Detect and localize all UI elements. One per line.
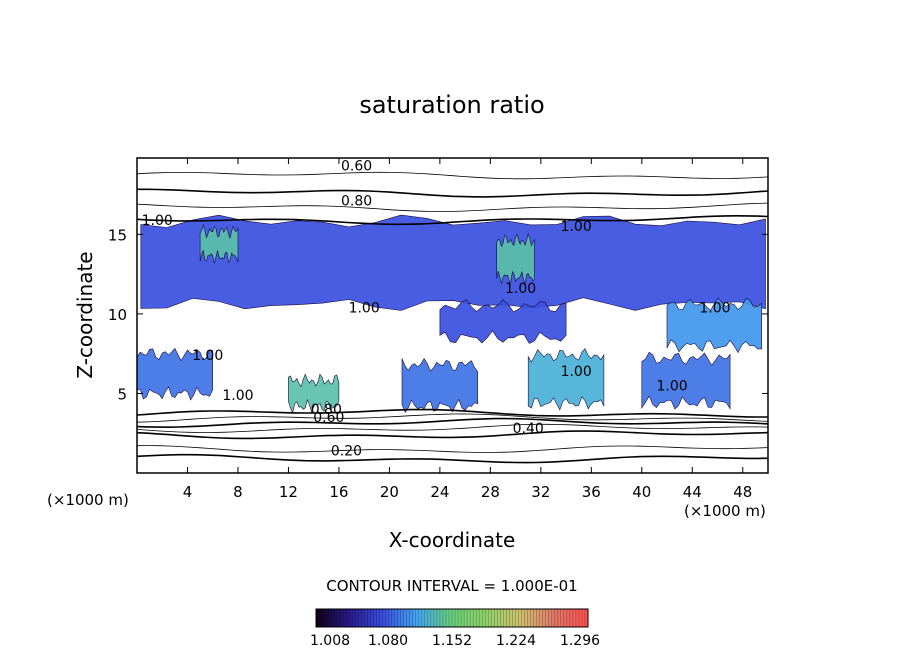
y-axis-ticks: 5 10 15 bbox=[108, 226, 768, 403]
x-unit-right: (×1000 m) bbox=[684, 502, 766, 520]
isoline bbox=[137, 202, 768, 212]
x-tick-label: 48 bbox=[733, 483, 752, 501]
contour-lines bbox=[137, 171, 768, 464]
x-tick-label: 8 bbox=[233, 483, 243, 501]
supersaturated-region bbox=[641, 351, 731, 410]
colorbar-tick-label: 1.296 bbox=[560, 633, 600, 649]
x-tick-label: 36 bbox=[582, 483, 601, 501]
supersaturated-region bbox=[288, 373, 340, 414]
contour-label: 0.40 bbox=[513, 421, 544, 437]
contour-labels: 0.600.801.00 1.001.001.00 1.001.001.001.00… bbox=[142, 159, 731, 460]
isoline bbox=[137, 188, 768, 198]
isoline bbox=[137, 413, 768, 423]
colorbar-tick-label: 1.080 bbox=[368, 633, 408, 649]
x-tick-label: 40 bbox=[632, 483, 651, 501]
plot-area bbox=[137, 171, 768, 464]
supersaturated-region bbox=[137, 347, 213, 401]
y-axis-label: Z-coordinate bbox=[73, 251, 97, 378]
supersaturated-region bbox=[496, 232, 535, 285]
x-tick-label: 32 bbox=[531, 483, 550, 501]
isoline bbox=[137, 417, 768, 429]
contour-label: 0.60 bbox=[341, 159, 372, 175]
contour-label: 1.00 bbox=[699, 300, 730, 316]
contour-label: 1.00 bbox=[657, 378, 688, 394]
colorbar-fill bbox=[315, 608, 589, 628]
contour-label: 0.80 bbox=[341, 194, 372, 210]
supersaturated-region bbox=[140, 214, 766, 311]
x-axis-ticks: 4 8 12 16 20 24 28 32 36 40 44 48 bbox=[183, 158, 752, 501]
isoline bbox=[137, 445, 768, 453]
x-tick-label: 20 bbox=[380, 483, 399, 501]
isoline bbox=[137, 408, 768, 418]
colorbar-stripes bbox=[318, 609, 586, 627]
y-tick-label: 15 bbox=[108, 226, 127, 244]
supersaturated-region bbox=[401, 358, 478, 414]
supersaturated-region bbox=[666, 297, 762, 354]
isoline bbox=[137, 171, 768, 180]
contour-label: 0.20 bbox=[331, 444, 362, 460]
contour-label: 0.60 bbox=[313, 410, 344, 426]
colorbar-tick-label: 1.008 bbox=[310, 633, 350, 649]
colorbar-tick-label: 1.152 bbox=[432, 633, 472, 649]
contour-label: 1.00 bbox=[192, 348, 223, 364]
colorbar-tick-label: 1.224 bbox=[496, 633, 536, 649]
x-tick-label: 12 bbox=[279, 483, 298, 501]
contour-label: 1.00 bbox=[561, 364, 592, 380]
colorbar-ticks: 1.008 1.080 1.152 1.224 1.296 bbox=[310, 633, 600, 649]
isoline bbox=[137, 430, 768, 440]
contour-label: 1.00 bbox=[561, 219, 592, 235]
y-tick-label: 10 bbox=[108, 306, 127, 324]
colorbar: 1.008 1.080 1.152 1.224 1.296 bbox=[310, 608, 600, 649]
contour-label: 1.00 bbox=[349, 300, 380, 316]
x-unit-left: (×1000 m) bbox=[47, 491, 129, 509]
x-tick-label: 16 bbox=[329, 483, 348, 501]
isoline bbox=[137, 453, 768, 464]
supersaturated-regions bbox=[137, 214, 766, 414]
supersaturated-region bbox=[439, 298, 567, 344]
plot-frame bbox=[136, 157, 769, 474]
supersaturated-region bbox=[527, 348, 605, 411]
x-axis-label: X-coordinate bbox=[389, 528, 516, 552]
contour-label: 1.00 bbox=[222, 388, 253, 404]
x-tick-label: 44 bbox=[683, 483, 702, 501]
chart-title: saturation ratio bbox=[359, 91, 544, 119]
isoline bbox=[137, 214, 768, 226]
contour-label: 0.80 bbox=[311, 402, 342, 418]
contour-label: 1.00 bbox=[505, 281, 536, 297]
x-tick-label: 4 bbox=[183, 483, 193, 501]
y-tick-label: 5 bbox=[117, 385, 127, 403]
contour-interval-text: CONTOUR INTERVAL = 1.000E-01 bbox=[326, 577, 577, 595]
isoline bbox=[137, 423, 768, 433]
supersaturated-region bbox=[199, 223, 239, 264]
x-tick-label: 28 bbox=[481, 483, 500, 501]
contour-label: 1.00 bbox=[142, 213, 173, 229]
x-tick-label: 24 bbox=[430, 483, 449, 501]
